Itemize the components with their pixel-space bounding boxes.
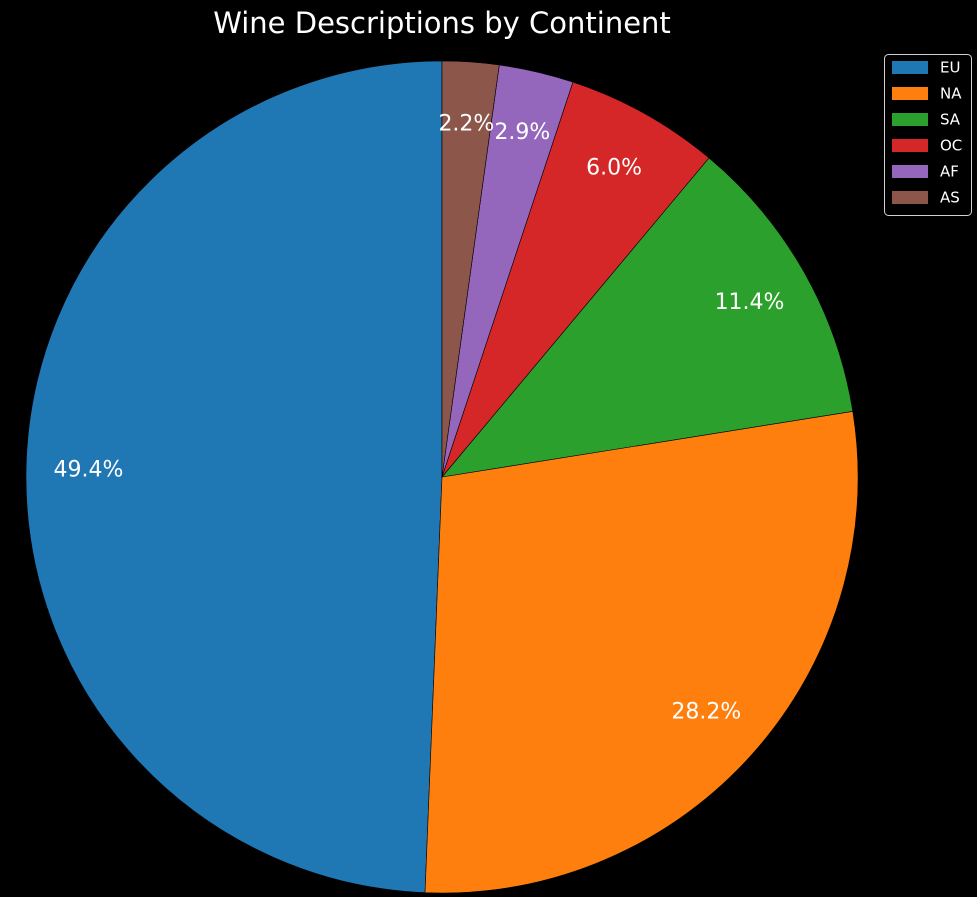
pie-slice-na: [424, 410, 859, 894]
pie-slices: [25, 60, 859, 894]
pie-slice-labels: 49.4% 28.2% 11.4% 6.0% 2.9%2.2%: [54, 112, 785, 725]
legend-swatch-eu: [892, 61, 928, 74]
legend-swatch-oc: [892, 139, 928, 152]
legend-label-na: NA: [940, 85, 962, 103]
legend-swatch-as: [892, 191, 928, 204]
slice-label-af: 2.9%: [494, 120, 550, 145]
legend-swatch-sa: [892, 113, 928, 126]
legend-swatch-na: [892, 87, 928, 100]
pie-slice-sa: [441, 157, 854, 478]
pie-slice-eu: [25, 60, 443, 893]
slice-label-na: 28.2%: [671, 699, 741, 724]
pie-slice-as: [441, 60, 500, 478]
legend-label-as: AS: [940, 189, 960, 207]
legend-label-af: AF: [940, 163, 959, 181]
slice-label-sa: 11.4%: [715, 290, 785, 315]
slice-label-as: 2.2%: [438, 112, 494, 137]
chart-title: Wine Descriptions by Continent: [213, 6, 671, 40]
legend: EU NA SA OC AF AS: [884, 54, 972, 216]
slice-label-eu: 49.4%: [54, 457, 124, 482]
legend-label-oc: OC: [940, 137, 962, 155]
pie-slice-oc: [441, 81, 710, 478]
legend-label-sa: SA: [940, 111, 961, 129]
slice-label-oc: 6.0%: [586, 156, 642, 181]
legend-swatch-af: [892, 165, 928, 178]
legend-label-eu: EU: [940, 59, 960, 77]
